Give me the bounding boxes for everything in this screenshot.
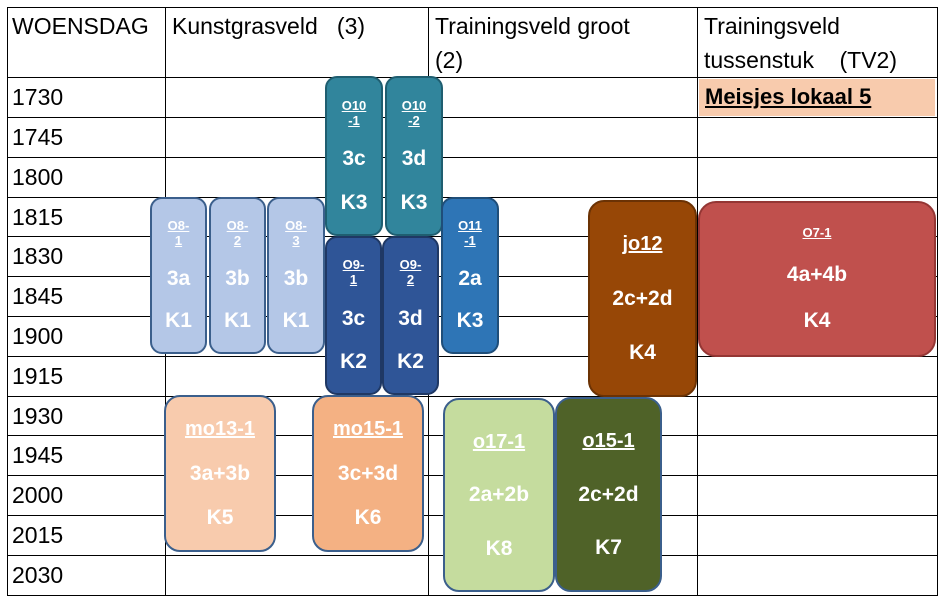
- col-divider: [7, 7, 8, 595]
- training-block-o17-1[interactable]: o17-1 2a+2b K8: [443, 398, 555, 592]
- team-label: O9- 1: [342, 257, 365, 288]
- time-label: 2030: [12, 562, 64, 588]
- meisjes-lokaal-cell: Meisjes lokaal 5: [699, 79, 935, 116]
- team-label: O10 -2: [401, 97, 427, 128]
- training-block-o10-2[interactable]: O10 -2 3d K3: [385, 76, 443, 236]
- team-label: O8- 3: [285, 217, 307, 248]
- team-label: mo15-1: [332, 418, 404, 441]
- room-label: K8: [485, 536, 513, 560]
- room-label: K7: [595, 536, 622, 560]
- team-label: O10 -1: [341, 97, 367, 128]
- time-label: 1930: [12, 403, 64, 429]
- team-label: O8- 1: [167, 217, 190, 248]
- room-label: K1: [282, 309, 310, 333]
- room-label: K3: [340, 190, 368, 214]
- field-label: 4a+4b: [786, 262, 848, 286]
- team-label: O11 -1: [458, 217, 482, 248]
- header-trainingsveld-groot-line2: (2): [435, 47, 464, 73]
- time-label: 1830: [12, 243, 64, 269]
- time-label: 1915: [12, 363, 64, 389]
- field-label: 2a: [458, 266, 482, 290]
- training-block-o10-1[interactable]: O10 -1 3c K3: [325, 76, 383, 236]
- training-block-o9-2[interactable]: O9- 2 3d K2: [382, 236, 439, 395]
- training-block-jo12[interactable]: jo12 2c+2d K1 K4: [588, 200, 697, 397]
- col-divider: [937, 7, 938, 595]
- training-block-o8-3[interactable]: O8- 3 3b K1: [267, 197, 325, 354]
- room-label: K2: [340, 349, 367, 373]
- training-block-mo15-1[interactable]: mo15-1 3c+3d K6: [312, 395, 424, 552]
- row-divider: [7, 77, 938, 78]
- field-label: 2c+2d: [578, 482, 639, 506]
- field-label: 3b: [225, 266, 250, 290]
- field-label: 3d: [398, 306, 423, 330]
- table-border-top: [7, 7, 938, 8]
- field-label: 3c+3d: [337, 461, 399, 485]
- field-label: 3a+3b: [189, 461, 251, 485]
- time-label: 1815: [12, 204, 64, 230]
- room-label: K3: [400, 190, 428, 214]
- team-label: O9- 2: [399, 257, 422, 288]
- field-label: 3d: [401, 147, 427, 170]
- room-label: K1: [224, 309, 251, 333]
- field-label: 3b: [283, 266, 309, 290]
- room-label: K4: [629, 340, 656, 364]
- row-divider: [7, 117, 938, 118]
- row-divider: [7, 396, 938, 397]
- header-trainingsveld-tussenstuk-line1: Trainingsveld: [704, 13, 840, 39]
- time-label: 1945: [12, 442, 64, 468]
- time-label: 1800: [12, 164, 64, 190]
- time-label: 2000: [12, 482, 64, 508]
- table-border-bottom: [7, 595, 938, 596]
- training-block-o9-1[interactable]: O9- 1 3c K2: [325, 236, 382, 395]
- field-label: 3c: [342, 147, 366, 170]
- time-label: 1730: [12, 84, 64, 110]
- room-label: K2: [397, 349, 424, 373]
- team-label: o17-1: [472, 430, 526, 453]
- room-label: K1: [165, 309, 192, 333]
- field-label: 2a+2b: [468, 483, 530, 506]
- team-label: jo12: [622, 233, 663, 256]
- meisjes-lokaal-label: Meisjes lokaal 5: [705, 84, 872, 109]
- training-block-mo13-1[interactable]: mo13-1 3a+3b K5: [164, 395, 276, 552]
- room-label: K5: [206, 505, 234, 529]
- training-block-o8-1[interactable]: O8- 1 3a K1: [150, 197, 207, 354]
- time-label: 1745: [12, 124, 64, 150]
- team-label: O8- 2: [226, 217, 249, 248]
- field-label: 3a: [166, 266, 191, 290]
- field-label: 2c+2d: [612, 286, 673, 310]
- field-label: 3c: [341, 306, 366, 330]
- team-label: O7-1: [802, 225, 832, 241]
- room-label: K4: [803, 308, 831, 332]
- room-label: K3: [456, 309, 484, 333]
- row-divider: [7, 356, 938, 357]
- time-label: 2015: [12, 522, 64, 548]
- training-block-o8-2[interactable]: O8- 2 3b K1: [209, 197, 266, 354]
- time-label: 1900: [12, 323, 64, 349]
- header-day: WOENSDAG: [12, 13, 149, 39]
- training-block-o7-1[interactable]: O7-1 4a+4b K4: [698, 201, 936, 357]
- training-block-o11-1[interactable]: O11 -1 2a K3: [441, 197, 499, 354]
- col-divider: [697, 7, 698, 595]
- training-block-o15-1[interactable]: o15-1 2c+2d K7: [555, 397, 662, 592]
- header-kunstgrasveld: Kunstgrasveld (3): [172, 13, 366, 39]
- room-label: K6: [354, 505, 382, 529]
- row-divider: [7, 157, 938, 158]
- team-label: o15-1: [582, 429, 635, 452]
- header-trainingsveld-tussenstuk-line2: tussenstuk (TV2): [704, 47, 898, 73]
- header-trainingsveld-groot-line1: Trainingsveld groot: [435, 13, 630, 39]
- team-label: mo13-1: [184, 418, 256, 441]
- time-label: 1845: [12, 283, 64, 309]
